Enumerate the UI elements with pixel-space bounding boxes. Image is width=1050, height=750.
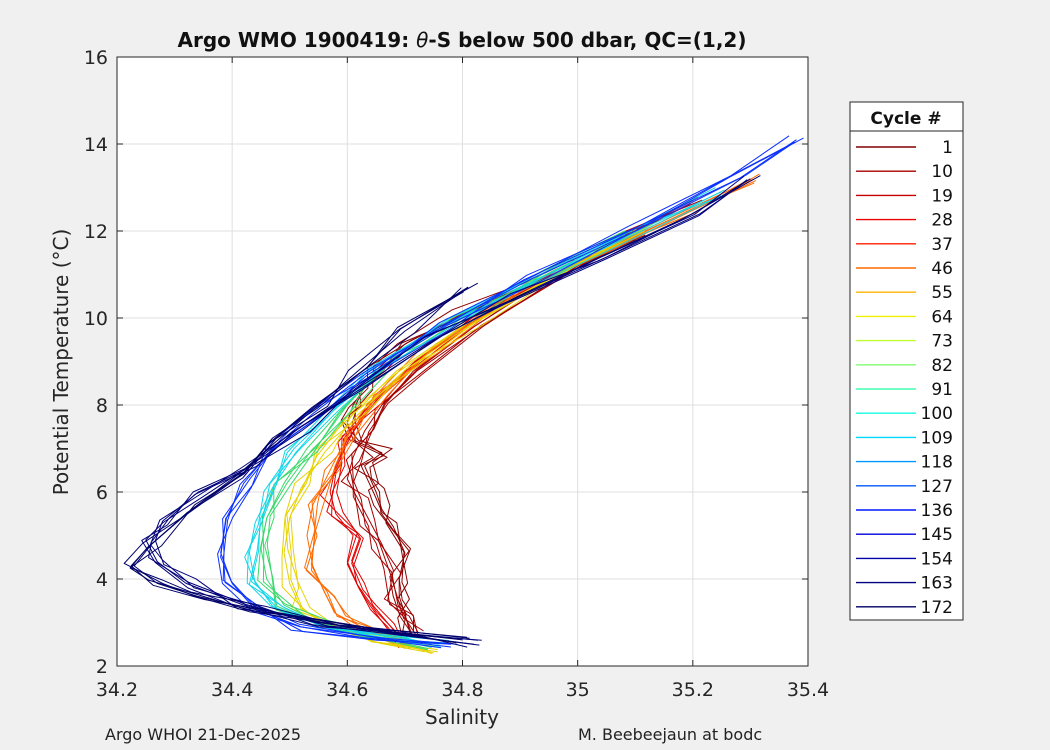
- footer-source: Argo WHOI 21-Dec-2025: [105, 725, 302, 744]
- y-tick-label: 16: [84, 47, 108, 69]
- legend-label: 1: [942, 138, 953, 158]
- chart-title-suffix: -S below 500 dbar, QC=(1,2): [428, 28, 746, 52]
- y-tick-label: 12: [84, 221, 108, 243]
- x-tick-label: 35.2: [672, 679, 714, 701]
- series-line-variant: [129, 291, 467, 638]
- y-tick-label: 2: [96, 656, 108, 678]
- x-tick-label: 34.8: [441, 679, 483, 701]
- legend-label: 172: [921, 598, 953, 618]
- legend-label: 136: [921, 501, 953, 521]
- y-tick-label: 8: [96, 395, 108, 417]
- legend-label: 82: [931, 356, 953, 376]
- series-line-variant: [223, 141, 795, 649]
- series-line-variant: [123, 286, 469, 643]
- legend-label: 46: [931, 259, 953, 279]
- series-line-variant: [353, 196, 698, 634]
- legend-label: 127: [921, 477, 953, 497]
- chart-title-prefix: Argo WMO 1900419:: [178, 28, 417, 52]
- legend-label: 64: [931, 307, 953, 327]
- x-tick-label: 35: [566, 679, 590, 701]
- legend-entries: 1 10 19 28 37 46 55 64 73 82 91 100 109 118 127 136 145 1…: [856, 138, 953, 618]
- y-tick-label: 14: [84, 134, 108, 156]
- x-tick-label: 34.2: [96, 679, 138, 701]
- series-layer: [123, 135, 804, 655]
- series-line-variant: [351, 234, 630, 637]
- legend-label: 28: [931, 211, 953, 231]
- y-axis-label: Potential Temperature (°C): [49, 229, 73, 496]
- y-tick-label: 10: [84, 308, 108, 330]
- x-tick-label: 34.4: [211, 679, 253, 701]
- legend-label: 19: [931, 186, 953, 206]
- legend-label: 118: [921, 453, 953, 473]
- legend-label: 37: [931, 235, 953, 255]
- y-tick-label: 6: [96, 482, 108, 504]
- legend-label: 55: [931, 283, 953, 303]
- series-line: [329, 260, 578, 649]
- chart-title-theta: θ: [416, 28, 428, 52]
- series-line-variant: [141, 175, 745, 641]
- legend-label: 154: [921, 549, 953, 569]
- legend: Cycle # 1 10 19 28 37 46 55 64 73 82 91 100 109 118 12…: [849, 101, 964, 621]
- footer-author: M. Beebeejaun at bodc: [578, 725, 763, 744]
- legend-label: 145: [921, 525, 953, 545]
- legend-label: 10: [931, 162, 953, 182]
- legend-title: Cycle #: [870, 109, 941, 129]
- x-tick-label: 34.6: [326, 679, 368, 701]
- x-axis-label: Salinity: [425, 705, 499, 729]
- x-tick-label: 35.4: [787, 679, 829, 701]
- y-tick-label: 4: [96, 569, 108, 591]
- legend-label: 109: [921, 428, 953, 448]
- legend-label: 73: [931, 332, 953, 352]
- chart-title: Argo WMO 1900419: θ-S below 500 dbar, QC…: [178, 28, 747, 52]
- legend-label: 100: [921, 404, 953, 424]
- tick-layer: 34.2 34.4 34.6 34.8 35 35.2 35.4 2 4 6 8 10 12 14 16: [84, 47, 829, 701]
- legend-label: 163: [921, 574, 953, 594]
- legend-label: 91: [931, 380, 953, 400]
